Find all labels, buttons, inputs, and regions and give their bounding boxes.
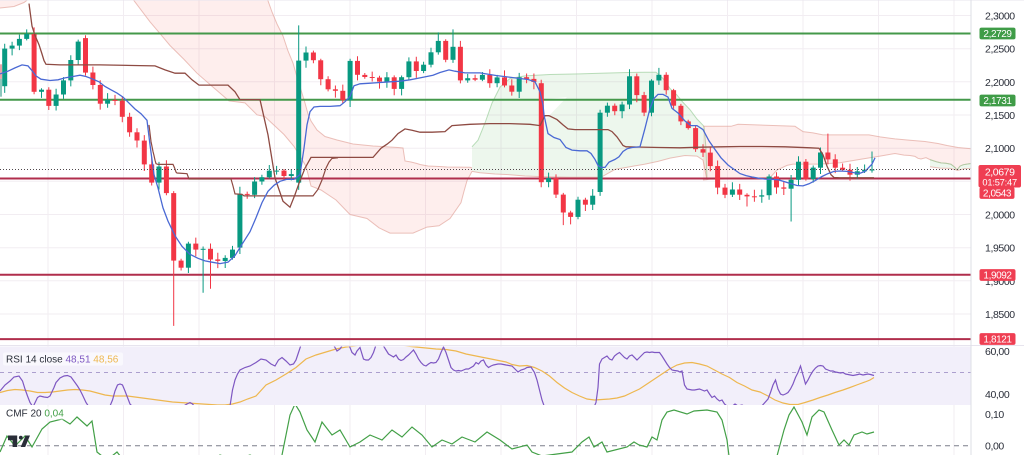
svg-text:CMF 20 0,04: CMF 20 0,04	[6, 409, 64, 420]
svg-text:2,2500: 2,2500	[985, 44, 1015, 56]
svg-text:40,00: 40,00	[985, 389, 1010, 401]
svg-text:1,8500: 1,8500	[985, 309, 1015, 321]
svg-text:2,1000: 2,1000	[985, 143, 1015, 155]
svg-text:0,10: 0,10	[985, 409, 1004, 421]
svg-text:60,00: 60,00	[985, 346, 1010, 358]
svg-text:2,2000: 2,2000	[985, 77, 1015, 89]
svg-text:2,1500: 2,1500	[985, 110, 1015, 122]
svg-text:1,9092: 1,9092	[983, 271, 1012, 282]
svg-text:2,2729: 2,2729	[983, 29, 1012, 40]
svg-text:1,8121: 1,8121	[983, 335, 1012, 346]
svg-text:2,0000: 2,0000	[985, 209, 1015, 221]
svg-text:2,3000: 2,3000	[985, 11, 1015, 23]
svg-text:0,00: 0,00	[985, 441, 1004, 453]
svg-text:2,0543: 2,0543	[983, 189, 1012, 200]
svg-text:2,0679: 2,0679	[985, 167, 1015, 179]
svg-text:1,9500: 1,9500	[985, 243, 1015, 255]
svg-text:01:57:47: 01:57:47	[982, 178, 1017, 188]
svg-text:RSI 14 close 48,51 48,56: RSI 14 close 48,51 48,56	[6, 355, 119, 366]
svg-text:2,1731: 2,1731	[983, 96, 1012, 107]
